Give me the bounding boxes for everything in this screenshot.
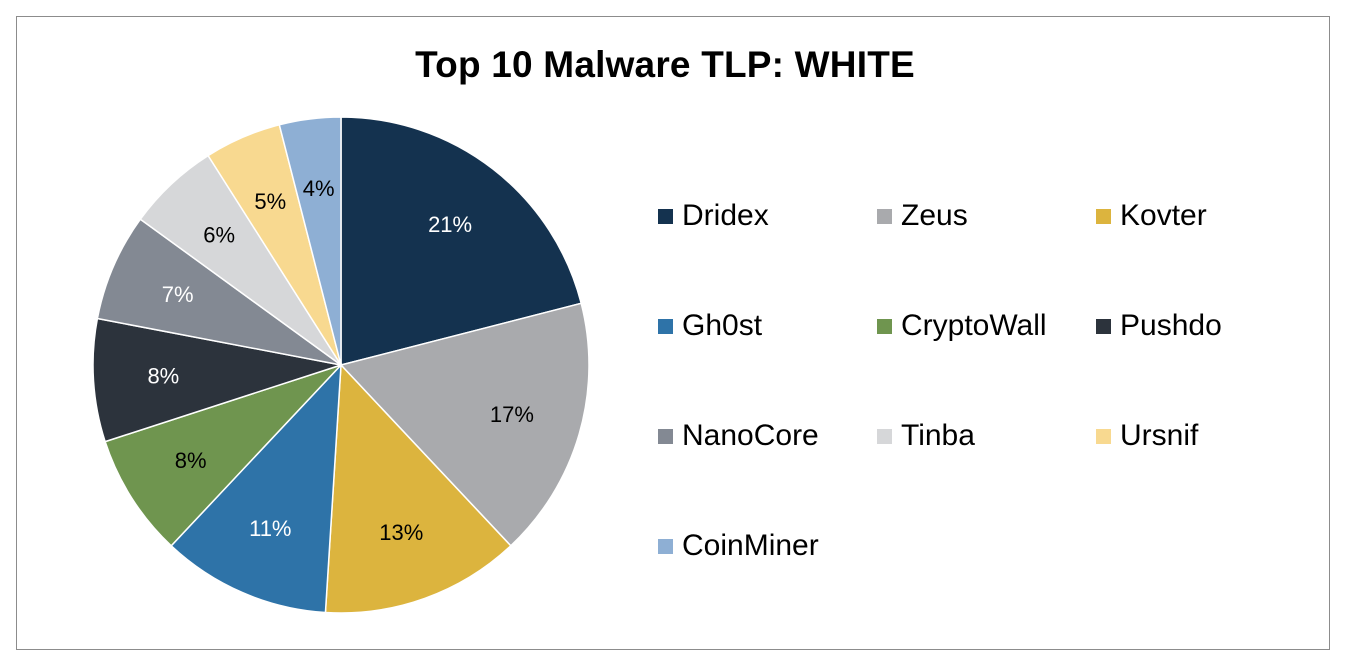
pie-slice-cryptowall [104, 364, 342, 547]
legend-item-nanocore: NanoCore [658, 412, 877, 460]
legend-label: Kovter [1120, 199, 1207, 232]
pie-slice-pushdo [92, 317, 342, 443]
pie-slice-nanocore [96, 218, 342, 366]
slice-label-cryptowall: 8% [175, 448, 207, 473]
legend-item-kovter: Kovter [1096, 192, 1276, 240]
chart-legend: Dridex Zeus Kovter Gh0st CryptoWall Pushdo Nan… [658, 192, 1298, 632]
legend-swatch [658, 539, 673, 554]
legend-item-cryptowall: CryptoWall [877, 302, 1096, 350]
legend-swatch [1096, 429, 1111, 444]
legend-label: Pushdo [1120, 309, 1222, 342]
chart-title: Top 10 Malware TLP: WHITE [415, 44, 915, 85]
slice-label-kovter: 13% [379, 520, 423, 545]
pie-slice-coinminer [278, 116, 342, 366]
legend-swatch [658, 319, 673, 334]
legend-item-dridex: Dridex [658, 192, 877, 240]
slice-label-ursnif: 5% [254, 189, 286, 214]
legend-label: Gh0st [682, 309, 763, 342]
legend-label: Tinba [901, 419, 975, 452]
slice-label-coinminer: 4% [303, 176, 335, 201]
slice-label-zeus: 17% [490, 402, 534, 427]
slice-label-pushdo: 8% [147, 364, 179, 389]
pie-slice-zeus [339, 302, 590, 547]
legend-swatch [1096, 319, 1111, 334]
legend-item-gh0st: Gh0st [658, 302, 877, 350]
slice-label-nanocore: 7% [162, 282, 194, 307]
slice-label-tinba: 6% [203, 223, 235, 248]
legend-swatch [877, 429, 892, 444]
legend-item-pushdo: Pushdo [1096, 302, 1276, 350]
legend-label: NanoCore [682, 419, 819, 452]
legend-swatch [658, 209, 673, 224]
legend-item-zeus: Zeus [877, 192, 1096, 240]
legend-swatch [658, 429, 673, 444]
legend-swatch [877, 319, 892, 334]
legend-label: CryptoWall [901, 309, 1047, 342]
slice-label-dridex: 21% [428, 212, 472, 237]
legend-item-coinminer: CoinMiner [658, 522, 877, 570]
legend-label: CoinMiner [682, 529, 819, 562]
legend-item-tinba: Tinba [877, 412, 1096, 460]
pie-slice-gh0st [170, 362, 342, 614]
legend-item-ursnif: Ursnif [1096, 412, 1276, 460]
pie-slice-kovter [324, 363, 512, 614]
slice-label-gh0st: 11% [249, 516, 291, 541]
legend-label: Dridex [682, 199, 769, 232]
legend-label: Ursnif [1120, 419, 1199, 452]
legend-label: Zeus [901, 199, 968, 232]
legend-swatch [877, 209, 892, 224]
pie-slice-dridex [340, 116, 583, 366]
legend-swatch [1096, 209, 1111, 224]
